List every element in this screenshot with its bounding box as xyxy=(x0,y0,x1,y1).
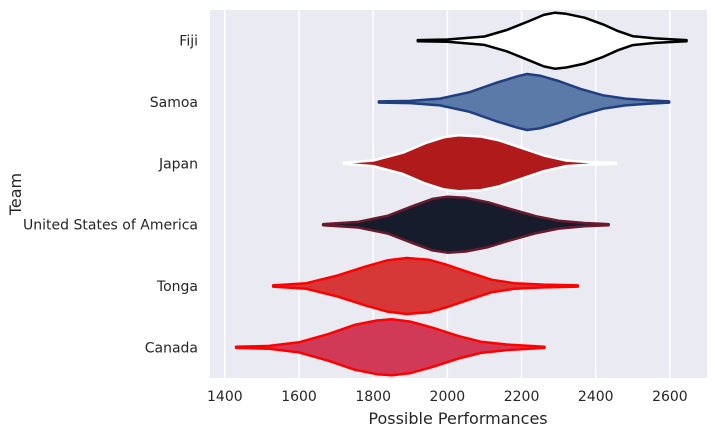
x-tick-label: 1600 xyxy=(281,389,317,405)
x-tick-label: 2000 xyxy=(430,389,466,405)
violin-canada xyxy=(234,318,546,377)
y-tick-label: Samoa xyxy=(150,95,198,111)
y-tick-label: Canada xyxy=(145,340,198,356)
violins xyxy=(234,11,688,377)
gridlines xyxy=(224,10,671,378)
violin-united-states-of-america xyxy=(321,195,610,254)
violin-fiji xyxy=(416,11,688,70)
violin-samoa xyxy=(377,72,671,132)
y-tick-label: Japan xyxy=(158,156,198,172)
y-tick-label: Tonga xyxy=(156,279,198,295)
x-tick-label: 1800 xyxy=(355,389,391,405)
x-axis-title: Possible Performances xyxy=(368,409,547,428)
y-axis-title: Team xyxy=(6,173,25,216)
violin-japan xyxy=(342,134,618,193)
y-tick-label: United States of America xyxy=(23,218,198,234)
plot-area xyxy=(210,10,707,378)
x-tick-label: 2400 xyxy=(578,389,614,405)
y-tick-labels: Fiji Samoa Japan United States of America To… xyxy=(23,34,198,357)
violin-tonga xyxy=(271,256,580,316)
x-tick-label: 1400 xyxy=(207,389,243,405)
y-tick-label: Fiji xyxy=(179,34,198,50)
x-tick-labels: 1400 1600 1800 2000 2200 2400 2600 xyxy=(207,389,688,405)
x-tick-label: 2200 xyxy=(504,389,540,405)
x-tick-label: 2600 xyxy=(652,389,688,405)
